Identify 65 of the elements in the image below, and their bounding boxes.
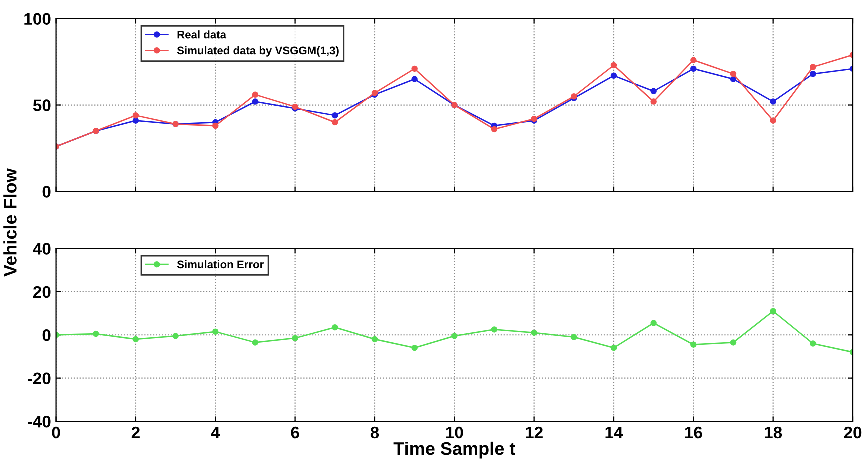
point [690, 57, 697, 64]
y-tick-label: 20 [33, 286, 51, 298]
point [810, 340, 816, 347]
y-tick-label: -40 [28, 416, 51, 428]
point [332, 119, 338, 126]
point [212, 122, 219, 130]
point [531, 330, 538, 336]
y-tick-label: 40 [33, 243, 51, 255]
point [412, 344, 418, 352]
point [491, 126, 498, 133]
y-tick-label: -20 [28, 372, 51, 385]
point [132, 336, 140, 343]
x-tick-label: 8 [370, 426, 380, 439]
point [172, 333, 179, 340]
point [650, 98, 657, 105]
point [332, 324, 338, 331]
point [730, 76, 737, 82]
point [810, 64, 816, 70]
x-tick-label: 0 [52, 426, 60, 439]
x-axis-title: Time Sample t [394, 442, 516, 459]
x-tick-label: 10 [446, 426, 464, 439]
point [252, 98, 259, 105]
point [412, 66, 418, 72]
point [770, 118, 776, 124]
point [690, 66, 697, 72]
legend-label: Simulation Error [177, 260, 264, 269]
x-tick-label: 4 [211, 427, 220, 438]
y-tick-label: 100 [24, 13, 51, 26]
legend-label: Real data [178, 30, 227, 39]
point [132, 112, 140, 119]
point [252, 340, 259, 346]
point [730, 71, 737, 78]
point [690, 342, 697, 348]
x-tick-label: 14 [606, 427, 624, 438]
point [650, 320, 657, 326]
point [93, 330, 100, 338]
y-axis-title: Vehicle Flow [4, 168, 17, 277]
point [252, 92, 259, 98]
x-tick-label: 12 [526, 426, 543, 438]
point [372, 336, 378, 343]
point [730, 340, 737, 346]
x-tick-label: 16 [685, 426, 702, 439]
point [770, 308, 776, 314]
point [810, 71, 816, 78]
point [770, 98, 776, 105]
point [650, 88, 657, 95]
point [132, 118, 140, 124]
point [610, 344, 618, 352]
point [491, 326, 498, 333]
x-tick-label: 2 [132, 426, 140, 438]
legend-label: Simulated data by VSGGM(1,3) [177, 46, 339, 57]
point [452, 333, 458, 340]
y-tick-label: 50 [33, 100, 51, 112]
x-tick-label: 20 [844, 426, 862, 439]
y-tick-label: 0 [42, 186, 51, 198]
point [332, 112, 338, 119]
point [212, 328, 219, 336]
point [610, 62, 618, 69]
point [412, 76, 418, 82]
point [292, 335, 298, 342]
y-tick-label: 0 [42, 330, 51, 342]
x-tick-label: 18 [765, 426, 782, 439]
point [610, 72, 618, 79]
point [571, 334, 578, 340]
x-tick-label: 6 [291, 426, 300, 439]
